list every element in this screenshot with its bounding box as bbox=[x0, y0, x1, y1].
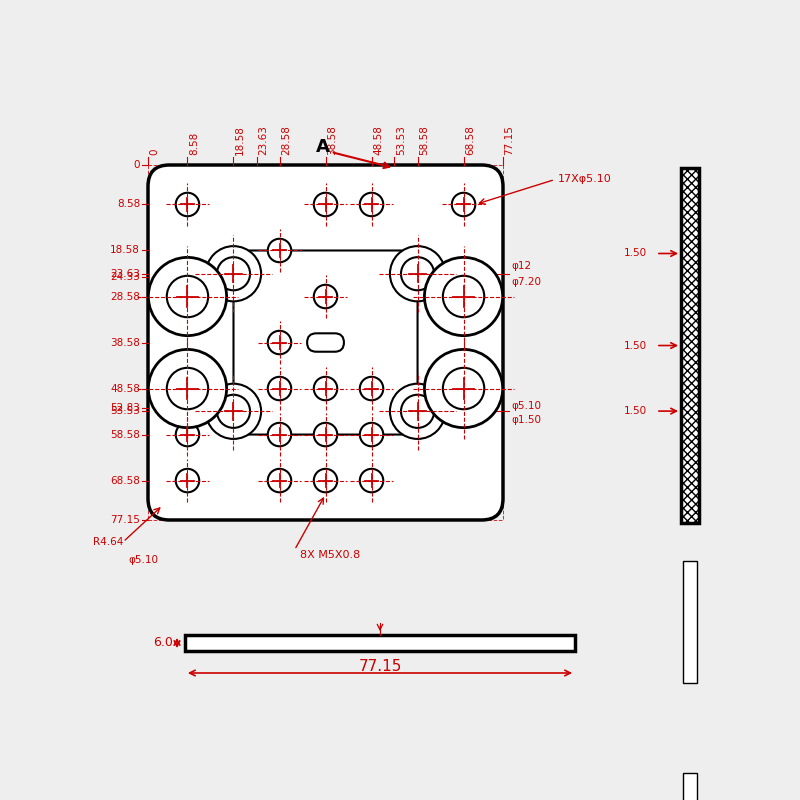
Text: 17Xφ5.10: 17Xφ5.10 bbox=[558, 174, 612, 185]
Circle shape bbox=[268, 469, 291, 492]
Circle shape bbox=[360, 193, 383, 216]
Bar bbox=[683, 562, 697, 683]
Text: 28.58: 28.58 bbox=[281, 125, 291, 155]
Bar bbox=[681, 168, 699, 523]
Circle shape bbox=[390, 246, 445, 302]
Text: 38.58: 38.58 bbox=[110, 338, 140, 347]
Circle shape bbox=[314, 377, 338, 400]
Circle shape bbox=[176, 469, 199, 492]
Circle shape bbox=[360, 469, 383, 492]
Circle shape bbox=[176, 423, 199, 446]
Text: 8.58: 8.58 bbox=[117, 199, 140, 210]
Text: 77.15: 77.15 bbox=[358, 659, 402, 674]
Bar bbox=[683, 773, 697, 800]
Circle shape bbox=[217, 394, 250, 428]
Text: 77.15: 77.15 bbox=[505, 125, 514, 155]
Text: φ5.10: φ5.10 bbox=[128, 555, 158, 565]
Circle shape bbox=[401, 257, 434, 290]
Circle shape bbox=[268, 238, 291, 262]
Circle shape bbox=[268, 423, 291, 446]
FancyBboxPatch shape bbox=[307, 334, 344, 352]
Text: φ7.20: φ7.20 bbox=[511, 277, 541, 286]
Text: 58.58: 58.58 bbox=[419, 125, 429, 155]
Text: 23.63: 23.63 bbox=[110, 269, 140, 278]
Circle shape bbox=[217, 257, 250, 290]
Circle shape bbox=[148, 350, 226, 428]
Text: φ1.50: φ1.50 bbox=[511, 415, 541, 426]
Text: 77.15: 77.15 bbox=[110, 515, 140, 525]
Text: 18.58: 18.58 bbox=[235, 125, 245, 155]
Text: 68.58: 68.58 bbox=[465, 125, 475, 155]
Circle shape bbox=[452, 193, 475, 216]
Text: A: A bbox=[316, 138, 330, 156]
Text: 1.50: 1.50 bbox=[624, 406, 647, 416]
Bar bbox=[681, 168, 699, 523]
Text: 0: 0 bbox=[150, 149, 159, 155]
Circle shape bbox=[268, 330, 291, 354]
Text: 8.58: 8.58 bbox=[189, 132, 199, 155]
Circle shape bbox=[443, 368, 484, 410]
Text: 23.63: 23.63 bbox=[258, 125, 268, 155]
Circle shape bbox=[314, 469, 338, 492]
Text: 48.58: 48.58 bbox=[373, 125, 383, 155]
Text: 24.33: 24.33 bbox=[110, 272, 140, 282]
Text: 38.58: 38.58 bbox=[327, 125, 337, 155]
Text: 8X M5X0.8: 8X M5X0.8 bbox=[299, 550, 360, 560]
Circle shape bbox=[206, 384, 261, 439]
Circle shape bbox=[390, 384, 445, 439]
Text: 18.58: 18.58 bbox=[110, 246, 140, 255]
Circle shape bbox=[425, 258, 502, 336]
Circle shape bbox=[206, 246, 261, 302]
Circle shape bbox=[425, 350, 502, 428]
Text: 1.50: 1.50 bbox=[624, 341, 647, 350]
Circle shape bbox=[268, 377, 291, 400]
Circle shape bbox=[314, 193, 338, 216]
Text: φ5.10: φ5.10 bbox=[511, 402, 541, 411]
Circle shape bbox=[360, 423, 383, 446]
Circle shape bbox=[166, 368, 208, 410]
Text: R4.64: R4.64 bbox=[93, 537, 123, 547]
Circle shape bbox=[443, 276, 484, 318]
Text: 6.0: 6.0 bbox=[153, 637, 173, 650]
Circle shape bbox=[176, 193, 199, 216]
Circle shape bbox=[360, 377, 383, 400]
Circle shape bbox=[314, 285, 338, 308]
Text: 68.58: 68.58 bbox=[110, 475, 140, 486]
Text: 0: 0 bbox=[134, 160, 140, 170]
FancyBboxPatch shape bbox=[148, 165, 503, 520]
Text: 58.58: 58.58 bbox=[110, 430, 140, 439]
Circle shape bbox=[148, 258, 226, 336]
Circle shape bbox=[401, 394, 434, 428]
Text: 52.83: 52.83 bbox=[110, 403, 140, 413]
Bar bbox=[185, 635, 575, 651]
Text: 53.53: 53.53 bbox=[396, 125, 406, 155]
Circle shape bbox=[166, 276, 208, 318]
Text: 28.58: 28.58 bbox=[110, 291, 140, 302]
Text: 53.53: 53.53 bbox=[110, 406, 140, 416]
Text: 48.58: 48.58 bbox=[110, 383, 140, 394]
Text: φ12: φ12 bbox=[511, 261, 531, 270]
Circle shape bbox=[314, 423, 338, 446]
Text: 1.50: 1.50 bbox=[624, 249, 647, 258]
